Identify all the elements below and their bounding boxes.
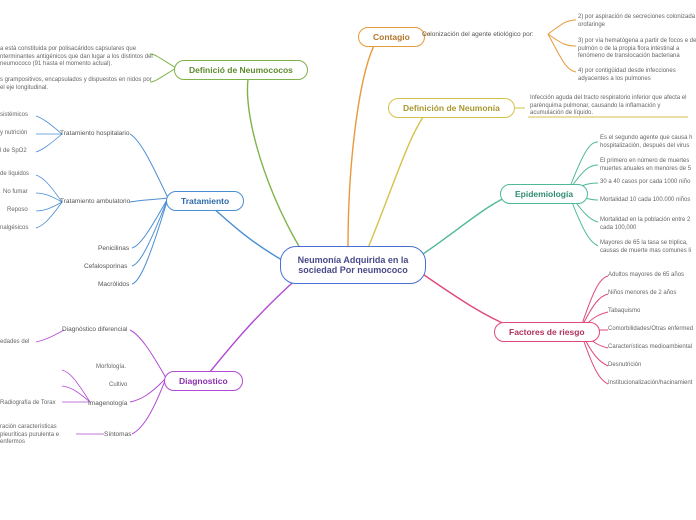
trat-amb: Tratamiento ambulatorio	[60, 198, 130, 206]
fact-i0: Adultos mayores de 65 años	[608, 272, 684, 280]
epidem-item-5: Mayores de 65 la tasa se triplica, causa…	[600, 240, 696, 255]
neumococos-item-0: a está constituida por polisacáridos cap…	[0, 46, 155, 69]
diag-dif: Diagnóstico diferencial	[62, 326, 127, 334]
branch-neumonia[interactable]: Definición de Neumonía	[388, 98, 515, 118]
diag-imag-i1: Cultivo	[109, 382, 127, 390]
trat-penic: Penicilinas	[98, 245, 129, 253]
trat-cefal: Cefalosporinas	[84, 263, 127, 271]
diag-dif-i0: edades del	[0, 339, 29, 347]
contagio-child: Colonización del agente etiológico por:	[422, 31, 534, 39]
branch-epidemiologia[interactable]: Epidemiología	[500, 184, 588, 204]
trat-amb-i1: No fumar	[3, 189, 28, 197]
branch-neumococos[interactable]: Definició de Neumococos	[174, 60, 308, 80]
diag-imag-i0: Morfología.	[96, 364, 126, 372]
center-topic: Neumonía Adquirida en la sociedad Por ne…	[280, 246, 426, 284]
trat-amb-i3: nalgésicos	[0, 225, 28, 233]
diag-imag-i2: Radiografía de Torax	[0, 400, 56, 408]
trat-hosp-i2: l de SpO2	[0, 148, 27, 156]
branch-contagio[interactable]: Contagio	[358, 27, 425, 47]
branch-tratamiento[interactable]: Tratamiento	[166, 191, 244, 211]
epidem-item-1: El primero en número de muertes muertes …	[600, 158, 696, 173]
fact-i3: Comorbilidades/Otras enfermed	[608, 326, 693, 334]
epidem-item-4: Mortalidad en la población entre 2 cada …	[600, 217, 696, 232]
trat-amb-i2: Reposo	[7, 207, 28, 215]
trat-hosp: Tratamiento hospitalario	[60, 130, 130, 138]
neumonia-desc: Infección aguda del tracto respiratorio …	[530, 95, 695, 118]
epidem-item-0: Es el segundo agente que causa h hospita…	[600, 135, 696, 150]
trat-hosp-i1: y nutrición	[0, 130, 27, 138]
fact-i1: Niños menores de 2 años	[608, 290, 676, 298]
fact-i4: Características medioambiental	[608, 344, 692, 352]
epidem-item-2: 30 a 40 casos por cada 1000 niño	[600, 179, 690, 187]
branch-factores[interactable]: Factores de riesgo	[494, 322, 600, 342]
branch-diagnostico[interactable]: Diagnostico	[164, 371, 243, 391]
contagio-item-2: 4) por contigüidad desde infecciones ady…	[578, 68, 696, 83]
contagio-item-1: 3) por vía hematógena a partir de focos …	[578, 38, 696, 61]
epidem-item-3: Mortalidad 10 cada 100.000 niños	[600, 197, 690, 205]
trat-macro: Macrólidos	[98, 281, 129, 289]
neumococos-item-1: s grampositivos, encapsulados y dispuest…	[0, 77, 155, 92]
diag-imag: Imagenología	[88, 400, 127, 408]
fact-i6: Institucionalización/hacinamient	[608, 380, 692, 388]
fact-i5: Desnutrición	[608, 362, 641, 370]
trat-amb-i0: de líquidos	[0, 171, 29, 179]
diag-sint-i0: ración características pleuríticas purul…	[0, 424, 80, 447]
contagio-item-0: 2) por aspiración de secreciones coloniz…	[578, 14, 696, 29]
diag-sint: Síntomas	[104, 431, 131, 439]
trat-hosp-i0: sistémicos	[0, 112, 28, 120]
fact-i2: Tabaquismo	[608, 308, 640, 316]
